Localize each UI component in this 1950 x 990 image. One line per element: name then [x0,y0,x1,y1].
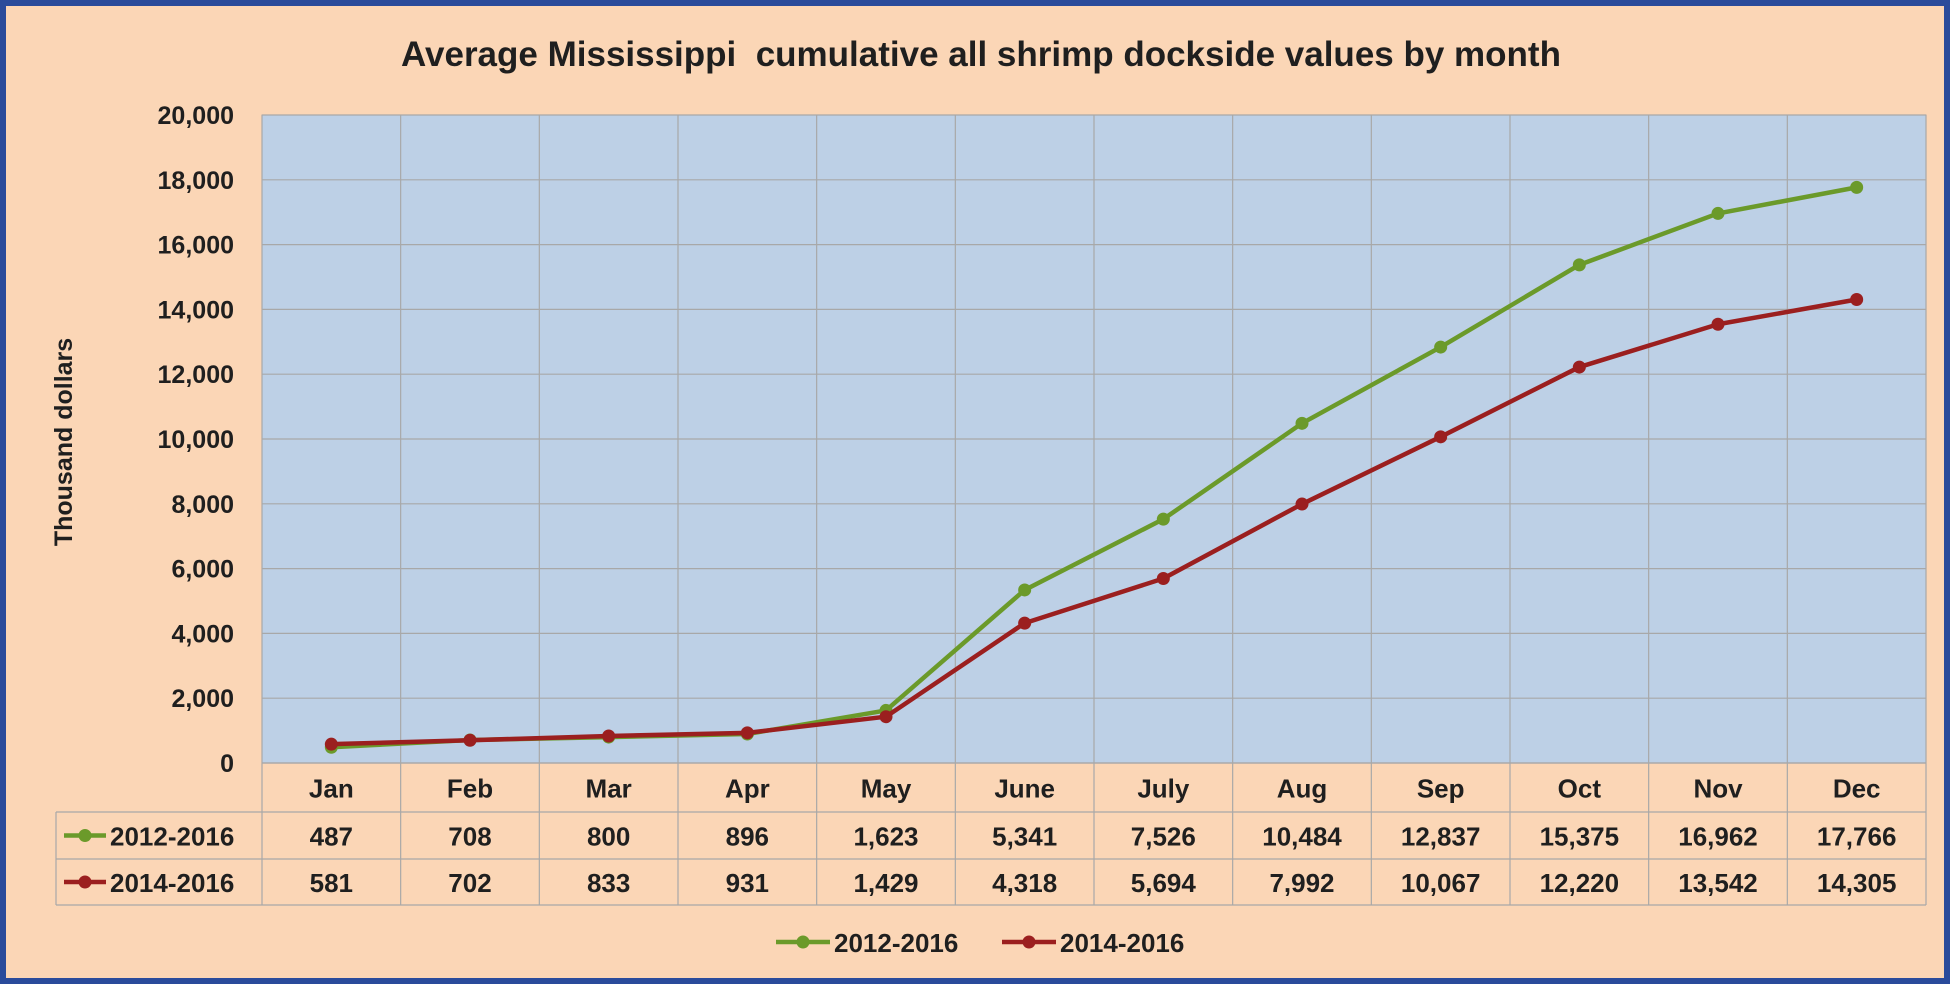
data-label: 13,542 [1678,868,1758,898]
table-legend-key-marker [78,875,92,889]
y-tick-label: 8,000 [171,491,234,519]
data-point [1572,360,1586,374]
data-point [1018,616,1032,630]
y-tick-label: 20,000 [158,102,234,130]
legend-key-marker [1022,935,1036,949]
data-label: 833 [587,868,630,898]
data-label: 7,992 [1269,868,1334,898]
data-point [1295,416,1309,430]
legend-key-marker [796,935,810,949]
data-label: 800 [587,822,630,852]
data-label: 5,694 [1131,868,1197,898]
data-point [1434,430,1448,444]
data-point [1850,180,1864,194]
data-point [1850,293,1864,307]
table-legend-key-marker [78,829,92,842]
chart: Average Mississippi cumulative all shrim… [50,35,1927,958]
data-label: 931 [726,868,769,898]
legend: 2012-2016 2014-2016 [776,928,1184,958]
data-label: 10,067 [1401,868,1481,898]
chart-title: Average Mississippi cumulative all shrim… [401,35,1561,74]
table-series-name: 2014-2016 [110,868,234,898]
data-label: 487 [310,822,353,852]
data-label: 17,766 [1817,822,1897,852]
x-tick-label: Nov [1693,774,1743,804]
data-label: 15,375 [1540,822,1620,852]
data-label: 1,623 [853,822,918,852]
y-tick-label: 18,000 [158,167,234,195]
data-point [1711,206,1725,220]
data-label: 7,526 [1131,822,1196,852]
y-tick-label: 4,000 [171,620,234,648]
data-label: 708 [448,822,491,852]
data-label: 4,318 [992,868,1057,898]
x-tick-label: May [861,774,912,804]
y-axis-label: Thousand dollars [50,338,78,546]
data-point [1295,497,1309,511]
data-label: 581 [310,868,353,898]
data-label: 10,484 [1262,822,1342,852]
data-label: 14,305 [1817,868,1897,898]
data-point [463,733,477,747]
legend-label: 2012-2016 [834,928,958,958]
data-label: 12,837 [1401,822,1481,852]
x-tick-label: Dec [1833,774,1881,804]
data-label: 1,429 [853,868,918,898]
data-point [879,710,893,724]
y-tick-label: 6,000 [171,556,234,584]
data-label: 16,962 [1678,822,1758,852]
y-tick-label: 14,000 [158,296,234,324]
data-point [1156,512,1170,526]
data-label: 896 [726,822,769,852]
data-point [740,726,754,740]
x-tick-label: Mar [586,774,632,804]
x-tick-label: Sep [1417,774,1465,804]
x-tick-label: Aug [1277,774,1328,804]
x-tick-label: Apr [725,774,770,804]
x-tick-label: Feb [447,774,493,804]
y-tick-label: 16,000 [158,232,234,260]
series-line-2014-2016 [331,297,1858,747]
x-tick-label: Oct [1558,774,1602,804]
data-point [324,737,338,751]
data-point [602,729,616,743]
legend-label: 2014-2016 [1060,928,1184,958]
data-point [1156,572,1170,586]
data-point [1018,583,1032,597]
x-tick-label: June [994,774,1055,804]
data-label: 702 [448,868,491,898]
data-point [1572,258,1586,272]
table-series-name: 2012-2016 [110,822,234,852]
y-tick-label: 0 [220,750,234,778]
y-tick-label: 2,000 [171,685,234,713]
data-point [1711,317,1725,331]
plot-area: 0 2,000 4,000 6,000 8,000 10,000 12,000 14,000 1… [158,102,1927,905]
y-tick-label: 12,000 [158,361,234,389]
data-table: Jan Feb Mar Apr May June July Aug Sep Oct Nov Dec 20… [55,762,1926,906]
x-tick-label: July [1137,774,1190,804]
data-point [1434,340,1448,354]
y-tick-label: 10,000 [158,426,234,454]
data-label: 12,220 [1540,868,1620,898]
data-label: 5,341 [992,822,1057,852]
x-tick-label: Jan [309,774,354,804]
